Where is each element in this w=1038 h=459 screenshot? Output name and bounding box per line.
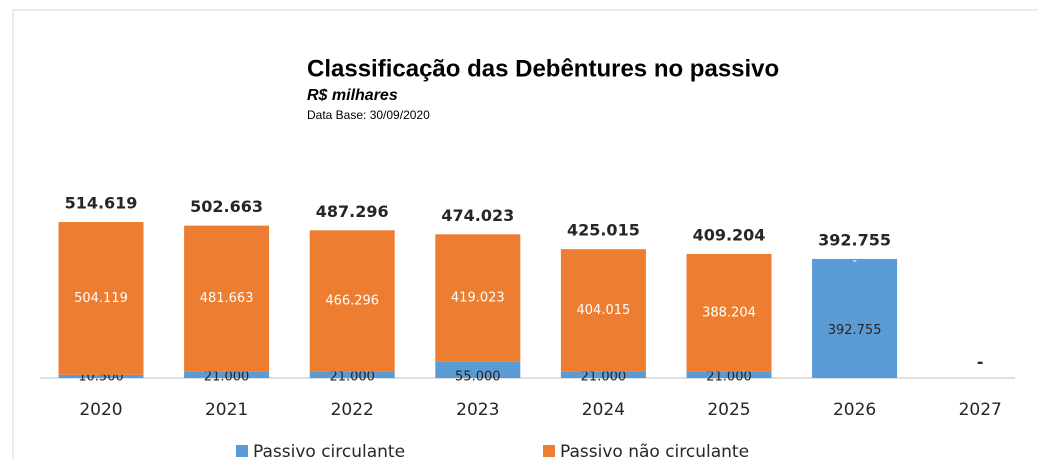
data-label: - [852,253,857,268]
bar-segment [560,371,646,378]
legend-label: Passivo circulante [253,442,405,459]
bar-segment [309,230,395,372]
x-tick-label: 2026 [833,400,876,420]
bar-segment [686,371,772,378]
data-label: 55.000 [455,370,501,385]
data-label: 21.000 [204,370,250,385]
total-label: 409.204 [693,225,766,244]
data-label: 392.755 [828,323,882,338]
bar-segment [435,234,521,362]
x-tick-label: 2023 [456,400,499,420]
x-tick-label: 2025 [707,400,750,420]
bar-segment [686,253,772,372]
data-label: 466.296 [325,293,379,308]
total-label: 514.619 [65,194,138,213]
bar-segment [435,361,521,378]
data-label: 481.663 [200,291,254,306]
data-label: 419.023 [451,290,505,305]
total-label: 474.023 [441,206,514,225]
chart-frame [12,9,1038,459]
chart-note: Data Base: 30/09/2020 [307,108,430,122]
bar-segment [58,222,144,375]
legend-swatch [543,445,555,457]
total-label: 392.755 [818,230,891,249]
x-tick-label: 2021 [205,400,248,420]
chart-subtitle: R$ milhares [307,87,398,104]
legend-swatch [236,445,248,457]
data-label: 21.000 [581,370,627,385]
data-label: 21.000 [329,370,375,385]
x-tick-label: 2024 [582,400,625,420]
bar-segment [812,258,898,378]
legend-label: Passivo não circulante [560,442,749,459]
total-label: 487.296 [316,202,389,221]
bar-segment [58,374,144,378]
total-label: - [977,353,984,372]
bar-segment [560,249,646,372]
bar-segment [309,371,395,378]
x-tick-label: 2022 [331,400,374,420]
total-label: 425.015 [567,221,640,240]
total-label: 502.663 [190,197,263,216]
bar-segment [184,371,270,378]
x-tick-label: 2020 [79,400,122,420]
x-tick-label: 2027 [959,400,1002,420]
data-label: 504.119 [74,291,128,306]
data-label: 404.015 [577,303,631,318]
data-label: 388.204 [702,305,756,320]
bar-segment [184,225,270,372]
data-label: 21.000 [706,370,752,385]
chart-title: Classificação das Debêntures no passivo [307,55,779,82]
